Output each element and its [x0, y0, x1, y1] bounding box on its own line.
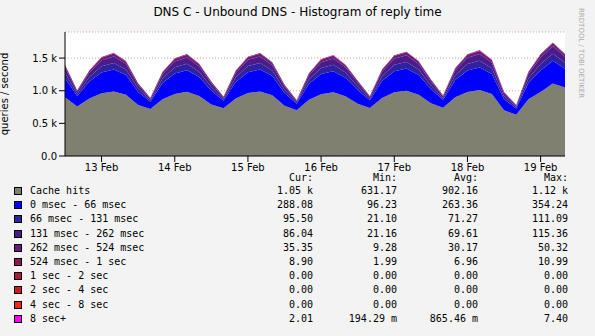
html-text:0.00: 0.00 — [543, 298, 568, 310]
html-text:10.99: 10.99 — [537, 256, 568, 267]
html-text:8 sec+: 8 sec+ — [30, 312, 67, 324]
html-text:2 sec - 4 sec: 2 sec - 4 sec — [30, 284, 109, 296]
html-text:288.08: 288.08 — [276, 199, 313, 211]
html-text:Avg:: Avg: — [453, 172, 478, 183]
html-text:21.16: 21.16 — [366, 227, 397, 239]
html-text:0.00: 0.00 — [453, 270, 478, 282]
html-text:Cache hits: Cache hits — [30, 185, 91, 196]
svg-text:13 Feb: 13 Feb — [85, 162, 119, 173]
html-text:66 msec - 131 msec: 66 msec - 131 msec — [30, 213, 139, 225]
html-text:6.96: 6.96 — [453, 256, 478, 267]
html-text:4 sec - 8 sec: 4 sec - 8 sec — [30, 298, 109, 310]
html-text:8.90: 8.90 — [288, 256, 313, 267]
svg-text:queries / second: queries / second — [8, 53, 10, 135]
html-text:69.61: 69.61 — [447, 227, 478, 239]
html-text:0 msec - 66 msec: 0 msec - 66 msec — [30, 199, 127, 211]
svg-text:1.5 k: 1.5 k — [32, 53, 57, 64]
html-text:Min:: Min: — [372, 172, 397, 183]
svg-text:14 Feb: 14 Feb — [158, 162, 192, 173]
svg-text:16 Feb: 16 Feb — [304, 162, 338, 173]
html-text:0.00: 0.00 — [288, 298, 313, 310]
html-text:9.28: 9.28 — [372, 241, 397, 253]
html-text:0.00: 0.00 — [453, 284, 478, 296]
html-text:95.50: 95.50 — [282, 213, 313, 225]
html-text:Cur:: Cur: — [288, 172, 313, 183]
html-text:0.00: 0.00 — [372, 284, 397, 296]
html-text:21.10: 21.10 — [366, 213, 397, 225]
html-text:1.99: 1.99 — [372, 256, 397, 267]
html-text:DNS C - Unbound DNS - Histogra: DNS C - Unbound DNS - Histogram of reply… — [153, 5, 442, 19]
svg-text:1.0 k: 1.0 k — [32, 85, 57, 96]
html-text:RRDTOOL / TOBI OETIKER: RRDTOOL / TOBI OETIKER — [577, 8, 585, 99]
html-text:0.00: 0.00 — [372, 298, 397, 310]
html-text:7.40: 7.40 — [543, 312, 568, 324]
html-text:35.35: 35.35 — [282, 241, 313, 253]
html-text:1 sec - 2 sec: 1 sec - 2 sec — [30, 270, 109, 282]
html-text:631.17: 631.17 — [360, 185, 397, 196]
html-text:115.36: 115.36 — [531, 227, 568, 239]
svg-text:18 Feb: 18 Feb — [451, 162, 485, 173]
html-text:524 msec - 1 sec: 524 msec - 1 sec — [30, 256, 127, 267]
html-text:0.00: 0.00 — [453, 298, 478, 310]
html-text:194.29 m: 194.29 m — [348, 312, 397, 324]
html-text:86.04: 86.04 — [282, 227, 313, 239]
html-text:30.17: 30.17 — [447, 241, 478, 253]
html-text:50.32: 50.32 — [537, 241, 568, 253]
svg-text:15 Feb: 15 Feb — [231, 162, 265, 173]
html-text:0.00: 0.00 — [288, 270, 313, 282]
html-text:96.23: 96.23 — [366, 199, 397, 211]
html-text:0.00: 0.00 — [372, 270, 397, 282]
svg-text:19 Feb: 19 Feb — [524, 162, 558, 173]
svg-text:17 Feb: 17 Feb — [377, 162, 411, 173]
html-text:902.16: 902.16 — [441, 185, 478, 196]
html-text:262 msec - 524 msec: 262 msec - 524 msec — [30, 241, 145, 253]
html-text:865.46 m: 865.46 m — [429, 312, 478, 324]
html-text:1.05 k: 1.05 k — [276, 185, 313, 196]
html-text:2.01: 2.01 — [288, 312, 313, 324]
svg-text:0.5 k: 0.5 k — [32, 118, 57, 129]
html-text:111.09: 111.09 — [531, 213, 568, 225]
svg-text:0.0: 0.0 — [41, 151, 57, 162]
html-text:131 msec - 262 msec: 131 msec - 262 msec — [30, 227, 145, 239]
html-text:354.24: 354.24 — [531, 199, 568, 211]
html-text:263.36: 263.36 — [441, 199, 478, 211]
html-text:1.12 k: 1.12 k — [531, 185, 568, 196]
html-text:0.00: 0.00 — [543, 284, 568, 296]
html-text:71.27: 71.27 — [447, 213, 478, 225]
html-text:0.00: 0.00 — [288, 284, 313, 296]
html-text:0.00: 0.00 — [543, 270, 568, 282]
html-text:Max:: Max: — [543, 172, 568, 183]
